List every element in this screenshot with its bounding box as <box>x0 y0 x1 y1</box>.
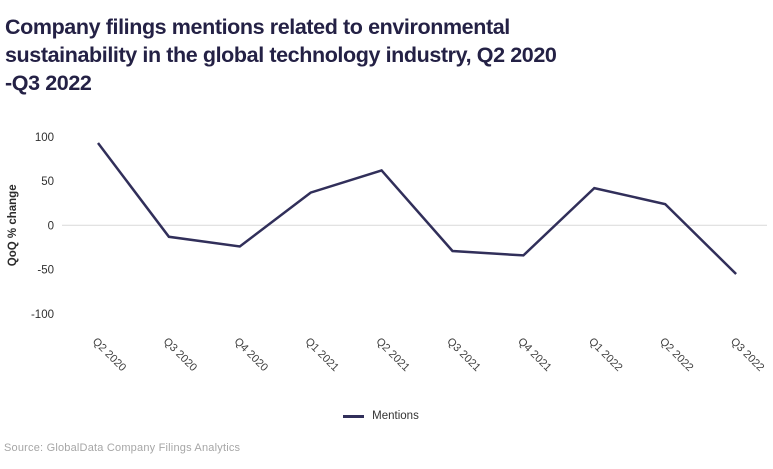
x-tick-label: Q2 2020 <box>90 336 128 374</box>
x-tick-label: Q4 2021 <box>515 336 553 374</box>
x-tick-label: Q2 2021 <box>373 336 411 374</box>
chart-title: Company filings mentions related to envi… <box>5 13 705 97</box>
y-tick-label: -50 <box>37 265 54 277</box>
x-tick-label: Q3 2020 <box>161 336 199 374</box>
chart-title-line: sustainability in the global technology … <box>5 43 557 67</box>
legend-label: Mentions <box>372 410 419 422</box>
series-line-mentions <box>97 142 737 275</box>
y-tick-label: 0 <box>48 220 54 232</box>
x-tick-label: Q1 2021 <box>303 336 341 374</box>
y-tick-label: 50 <box>41 176 54 188</box>
line-chart: 100 50 0 -50 -100 QoQ % change Q2 2020 Q3 2020 Q… <box>7 132 767 374</box>
x-tick-label: Q4 2020 <box>232 336 270 374</box>
x-tick-label: Q1 2022 <box>586 336 624 374</box>
y-axis-title: QoQ % change <box>7 184 19 266</box>
legend-line-swatch <box>343 414 365 418</box>
source-note: Source: GlobalData Company Filings Analy… <box>4 442 241 454</box>
x-tick-label: Q2 2022 <box>657 336 695 374</box>
x-tick-label: Q3 2022 <box>728 336 766 374</box>
y-tick-label: 100 <box>35 132 54 144</box>
x-tick-label: Q3 2021 <box>444 336 482 374</box>
chart-title-line: Company filings mentions related to envi… <box>5 15 510 39</box>
chart-title-line: -Q3 2022 <box>5 71 92 95</box>
y-tick-label: -100 <box>31 309 54 321</box>
chart-legend: Mentions <box>0 410 762 422</box>
